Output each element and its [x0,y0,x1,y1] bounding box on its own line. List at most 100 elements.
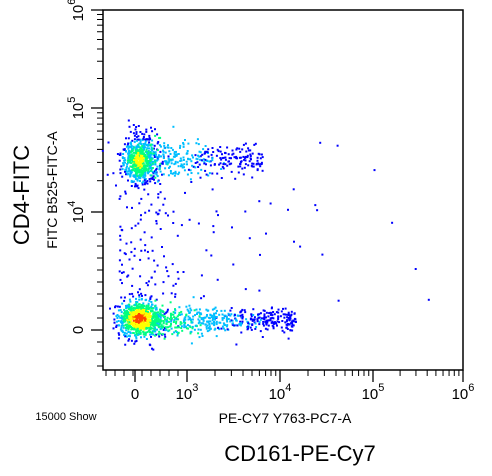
data-point [149,138,152,141]
data-point [141,326,144,329]
data-point [239,150,242,153]
data-point [142,302,145,305]
data-point [220,309,223,312]
data-point [182,159,185,161]
data-point [271,320,274,323]
data-point [139,171,142,174]
data-point [271,324,274,327]
data-point [143,166,146,169]
data-point [147,312,150,315]
data-point [136,139,138,142]
data-point [136,311,139,314]
data-point [267,315,270,318]
data-point [217,326,220,329]
data-point [148,209,151,212]
data-point [141,308,144,310]
data-point [193,328,196,331]
data-point [192,315,195,318]
data-point [157,313,160,316]
data-point [148,141,151,144]
data-point [150,335,152,338]
data-point [244,288,247,291]
data-point [265,232,267,235]
data-point [224,329,227,332]
data-point [137,156,139,159]
data-point [198,321,201,323]
data-point [138,315,141,318]
data-point [134,128,137,131]
data-point [207,321,210,324]
data-point [149,333,152,336]
data-point [201,153,204,156]
data-point [126,163,129,165]
data-point [293,240,295,243]
data-point [261,169,264,172]
data-point [124,159,127,162]
data-point [158,312,161,315]
data-point [132,319,135,322]
data-point [170,172,172,175]
data-point [202,158,205,161]
data-point [236,147,239,150]
data-point [144,333,147,336]
data-point [147,163,149,166]
data-point [226,320,229,323]
data-point [158,166,161,169]
data-point [129,171,132,174]
data-point [141,321,144,324]
data-point [141,172,144,175]
data-point [147,167,150,170]
data-point [127,172,130,175]
data-point [135,300,138,303]
data-point [170,316,172,319]
data-point [145,169,148,172]
data-point [139,160,142,162]
data-point [277,318,280,320]
data-point [133,157,136,159]
data-point [158,168,161,171]
data-point [125,170,128,173]
data-point [119,195,122,198]
data-point [175,316,178,319]
data-point [228,157,231,160]
data-point [154,321,156,324]
data-point [180,327,183,329]
data-point [135,147,138,150]
data-point [173,163,176,166]
data-point [145,144,148,146]
data-point [199,324,202,327]
data-point [151,139,154,142]
data-point [175,326,178,329]
data-point [205,327,208,330]
data-point [174,160,177,163]
data-point [155,211,158,214]
data-point [106,173,109,176]
data-point [179,321,182,324]
data-point [205,249,208,252]
data-point [231,153,234,156]
data-point [137,151,140,154]
data-point [172,284,175,287]
data-point [139,180,141,182]
data-point [203,161,206,164]
data-point [123,299,126,302]
data-point [171,313,174,316]
data-point [239,314,242,317]
data-point [149,312,151,315]
data-point [174,162,177,165]
data-point [136,170,139,173]
data-point [154,318,157,321]
data-point [143,173,145,176]
data-point [180,325,183,328]
data-point [132,307,135,309]
data-point [139,329,142,332]
data-point [129,130,132,133]
data-point [123,333,126,336]
data-point [209,160,212,163]
data-point [256,318,259,321]
data-point [262,320,265,323]
data-point [125,173,127,176]
data-point [166,310,169,313]
data-point [153,259,156,262]
